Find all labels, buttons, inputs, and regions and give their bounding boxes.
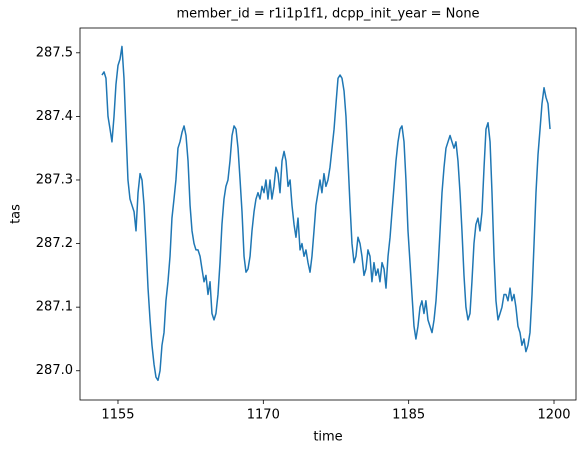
x-tick-label: 1185 (392, 408, 425, 423)
x-axis-label: time (313, 430, 342, 445)
chart-title: member_id = r1i1p1f1, dcpp_init_year = N… (176, 7, 479, 22)
x-tick-label: 1170 (247, 408, 280, 423)
y-tick-label: 287.2 (36, 236, 73, 251)
x-tick-label: 1200 (537, 408, 570, 423)
y-tick-label: 287.3 (36, 172, 73, 187)
y-tick-label: 287.5 (36, 45, 73, 60)
data-line (101, 45, 551, 382)
y-tick-label: 287.0 (36, 363, 73, 378)
y-tick-label: 287.1 (36, 300, 73, 315)
x-tick-label: 1155 (101, 408, 134, 423)
plot-frame (79, 27, 577, 401)
y-tick-label: 287.4 (36, 109, 73, 124)
y-axis-label: tas (9, 204, 24, 224)
